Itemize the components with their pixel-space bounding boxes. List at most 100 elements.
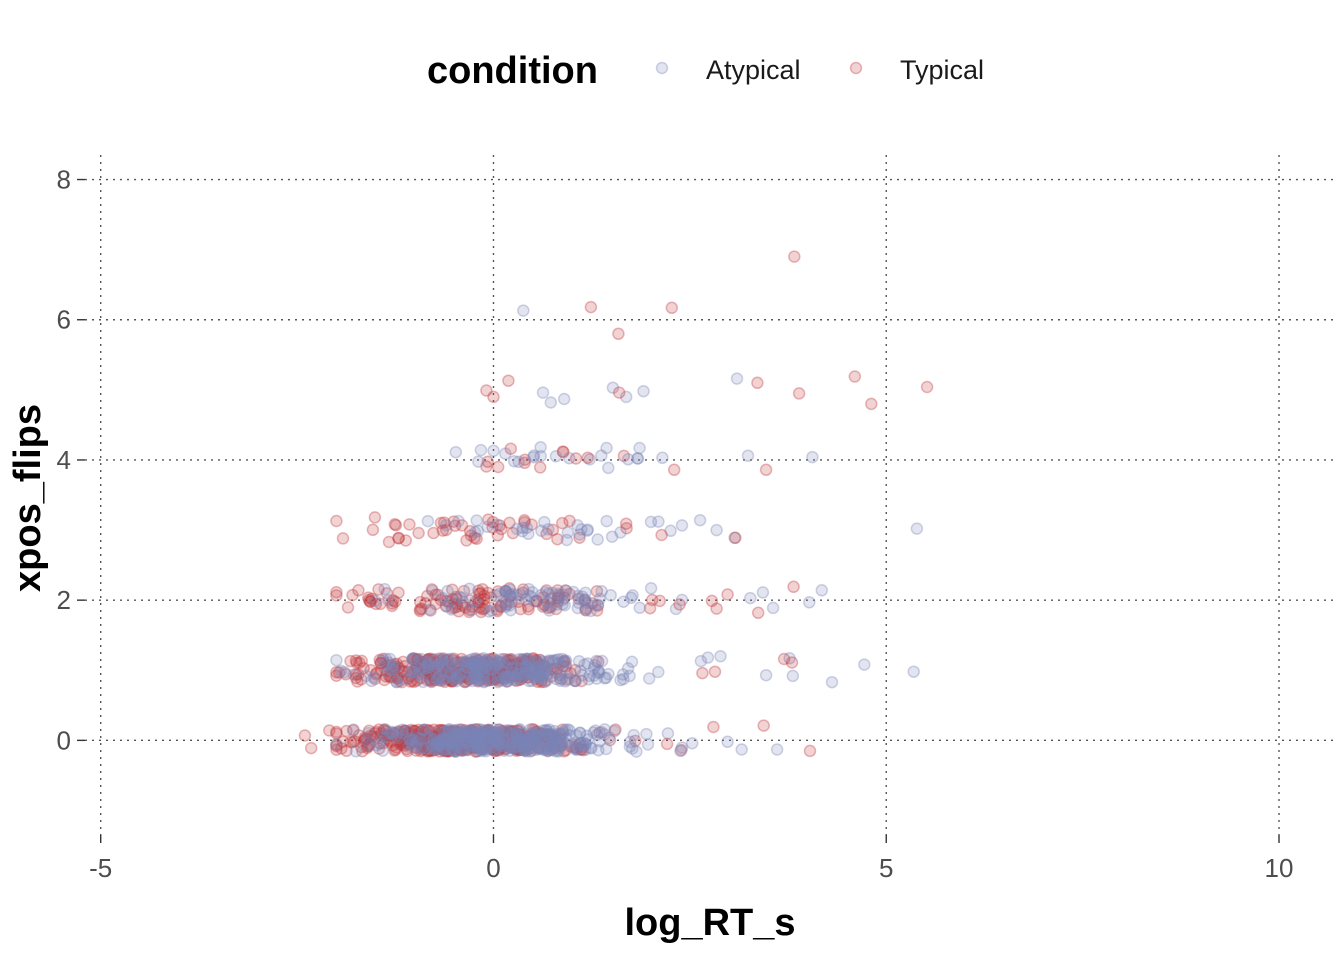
data-point-atypical <box>472 736 486 750</box>
data-point-typical <box>757 719 770 732</box>
data-point-atypical <box>446 742 459 755</box>
data-point-typical <box>416 741 430 754</box>
data-point-atypical <box>431 743 444 756</box>
data-point-typical <box>454 666 468 679</box>
data-point-typical <box>417 655 430 669</box>
data-point-typical <box>433 659 447 673</box>
data-point-atypical <box>486 731 500 744</box>
data-point-atypical <box>599 742 613 756</box>
data-point-typical <box>485 672 498 685</box>
data-point-atypical <box>621 662 635 675</box>
data-point-typical <box>424 652 437 666</box>
data-point-typical <box>428 741 441 754</box>
data-point-typical <box>443 736 457 749</box>
data-point-atypical <box>415 741 429 755</box>
data-point-atypical <box>803 596 816 609</box>
data-point-atypical <box>382 593 395 607</box>
data-point-typical <box>494 662 508 675</box>
data-point-typical <box>423 667 436 680</box>
data-point-typical <box>544 670 558 683</box>
data-point-typical <box>379 725 393 738</box>
data-point-typical <box>584 300 598 314</box>
data-point-typical <box>480 656 494 669</box>
data-point-typical <box>412 736 426 750</box>
data-point-typical <box>438 739 451 752</box>
data-point-typical <box>529 725 542 739</box>
data-point-atypical <box>408 730 422 744</box>
data-point-typical <box>433 741 446 754</box>
data-point-typical <box>487 390 500 404</box>
data-point-typical <box>434 671 447 685</box>
data-point-typical <box>347 723 360 737</box>
data-point-atypical <box>554 737 567 750</box>
data-point-typical <box>535 727 548 740</box>
data-point-typical <box>386 662 399 675</box>
data-point-atypical <box>410 735 423 749</box>
data-point-atypical <box>496 737 509 750</box>
data-point-typical <box>357 734 371 748</box>
data-point-atypical <box>675 519 689 532</box>
data-point-atypical <box>487 734 500 747</box>
data-point-typical <box>523 738 536 752</box>
data-point-atypical <box>469 731 482 745</box>
data-point-typical <box>433 674 447 687</box>
data-point-typical <box>401 726 414 739</box>
data-point-typical <box>414 657 427 670</box>
data-point-atypical <box>403 732 417 745</box>
data-point-atypical <box>465 738 479 752</box>
data-point-atypical <box>453 727 466 741</box>
data-point-typical <box>547 662 561 676</box>
data-point-typical <box>440 726 454 740</box>
data-point-atypical <box>499 724 512 737</box>
data-point-typical <box>444 731 457 744</box>
data-point-typical <box>533 653 547 667</box>
data-point-typical <box>454 656 468 669</box>
data-point-atypical <box>858 658 871 671</box>
data-point-atypical <box>470 671 483 685</box>
data-point-atypical <box>577 739 591 753</box>
data-point-typical <box>377 736 390 750</box>
data-point-atypical <box>514 668 527 681</box>
data-point-atypical <box>469 738 483 751</box>
data-point-atypical <box>396 723 409 736</box>
data-point-atypical <box>334 664 348 678</box>
data-point-typical <box>473 735 486 749</box>
data-point-atypical <box>443 722 456 736</box>
data-point-typical <box>792 387 806 400</box>
data-point-typical <box>428 736 441 749</box>
data-point-atypical <box>508 741 521 754</box>
data-point-atypical <box>417 723 431 736</box>
data-point-typical <box>502 725 516 738</box>
data-point-typical <box>569 740 582 754</box>
data-point-atypical <box>531 741 545 754</box>
data-point-typical <box>472 725 486 739</box>
data-point-typical <box>483 671 496 684</box>
data-point-atypical <box>552 742 565 755</box>
data-point-typical <box>517 662 531 676</box>
data-point-typical <box>432 723 446 737</box>
data-point-atypical <box>464 729 477 743</box>
data-point-atypical <box>533 740 546 754</box>
data-point-atypical <box>587 726 600 739</box>
data-point-typical <box>491 671 505 684</box>
data-point-atypical <box>404 737 418 751</box>
data-point-typical <box>341 601 355 614</box>
data-point-typical <box>447 652 461 666</box>
data-point-typical <box>394 738 408 751</box>
data-point-atypical <box>464 730 477 743</box>
data-point-atypical <box>644 582 658 595</box>
data-point-typical <box>484 727 497 741</box>
data-point-atypical <box>492 723 506 736</box>
data-point-typical <box>439 732 453 746</box>
data-point-typical <box>675 743 688 757</box>
data-point-typical <box>480 663 493 677</box>
data-point-typical <box>442 744 455 758</box>
data-point-typical <box>414 735 428 749</box>
data-point-typical <box>407 734 420 747</box>
data-point-atypical <box>530 743 543 757</box>
data-point-atypical <box>448 744 461 758</box>
data-point-typical <box>531 658 544 672</box>
data-point-typical <box>388 658 401 671</box>
data-point-atypical <box>744 591 757 605</box>
data-point-atypical <box>524 662 538 676</box>
